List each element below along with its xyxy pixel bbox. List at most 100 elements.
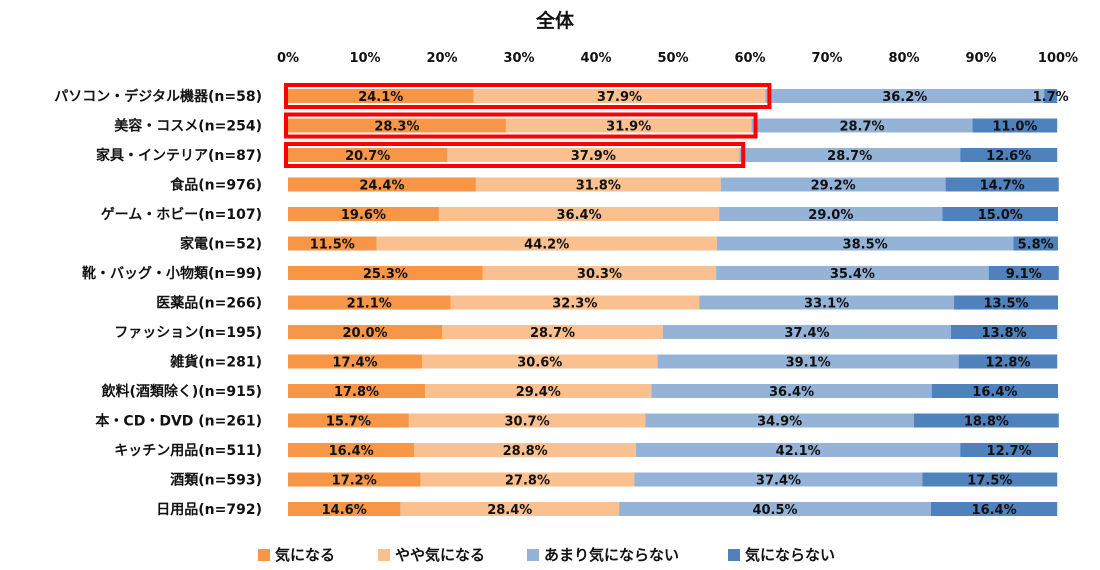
data-label: 12.6% [986,149,1031,164]
bar-segment [288,354,422,369]
bar-segment [288,384,426,398]
data-label: 30.3% [577,267,622,282]
category-label: 家具・インテリア(n=87) [96,147,262,164]
data-label: 36.4% [557,208,602,223]
data-label: 35.4% [830,267,875,282]
bar-segment [482,266,717,280]
data-label: 19.6% [341,208,386,223]
data-label: 16.4% [329,444,374,459]
bar-segment [954,295,1058,310]
bar-segment [288,295,451,310]
bar-segment [505,118,752,133]
x-tick-label: 20% [426,51,457,66]
data-label: 28.7% [827,149,872,164]
bar-segment [288,177,476,192]
data-label: 15.0% [978,208,1023,223]
bar-segment [972,118,1058,133]
data-label: 24.4% [359,179,404,194]
data-label: 9.1% [1006,267,1042,282]
data-label: 13.5% [983,297,1028,312]
data-label: 37.9% [597,90,642,105]
bar-segment [1013,236,1058,251]
bar-segment [288,266,483,280]
bar-segment [414,443,637,457]
bar-segment [288,236,377,251]
legend-swatch [728,549,740,561]
bar-segment [645,413,915,428]
category-labels: パソコン・デジタル機器(n=58) 美容・コスメ(n=254) 家具・インテリア(n… [54,88,262,518]
data-label: 44.2% [524,238,569,253]
bar-segment [960,148,1058,162]
data-label: 24.1% [358,90,403,105]
bar-segment [719,207,943,221]
highlight-box [284,83,772,109]
bar-segment [716,236,1014,251]
category-label: キッチン用品(n=511) [114,443,262,459]
data-label: 14.6% [322,503,367,518]
data-label: 12.7% [987,444,1032,459]
bar-segment [619,502,931,516]
data-label: 20.7% [345,149,390,164]
bar-segment [447,148,740,162]
bar-segment [930,502,1058,516]
bar-segment [960,443,1058,457]
data-label: 39.1% [786,356,831,371]
bar-segment [988,266,1059,280]
category-label: ファッション(n=195) [114,325,262,341]
chart-title: 全体 [535,9,575,32]
data-label: 17.5% [967,474,1012,489]
x-tick-label: 40% [580,51,611,66]
legend-swatch [378,549,390,561]
data-label: 13.8% [982,326,1027,341]
data-label: 20.0% [342,326,387,341]
bar-segment [288,207,439,221]
category-label: 美容・コスメ(n=254) [114,118,262,135]
bar-segment [765,89,1045,103]
x-tick-label: 70% [811,51,842,66]
data-label: 28.4% [487,503,532,518]
legend-entry: 気になる [275,546,335,564]
bar-segment [288,148,448,162]
legend-swatch [527,549,539,561]
data-label: 15.7% [326,415,371,430]
data-label: 21.1% [347,297,392,312]
highlight-boxes [284,83,772,168]
bar-segment [288,472,421,487]
bar-segment [473,89,766,103]
bar-segment [421,354,658,369]
bars [288,89,1059,516]
bar-segment [945,177,1059,192]
data-label: 12.8% [985,356,1030,371]
x-tick-label: 80% [888,51,919,66]
legend-entry: あまり気にならない [544,546,679,564]
category-label: 日用品(n=792) [156,502,262,518]
bar-segment [651,384,932,398]
category-label: 酒類(n=593) [170,473,262,489]
data-label: 14.7% [980,179,1025,194]
bar-segment [376,236,717,251]
bar-segment [450,295,700,310]
data-label: 27.8% [505,474,550,489]
category-label: 医薬品(n=266) [156,295,262,312]
legend-swatch [258,549,270,561]
data-label: 11.5% [310,238,355,253]
highlight-box [284,112,758,139]
x-axis-ticks: 0% 10% 20% 30% 40% 50% 60% 70% 80% 90% 100% [277,51,1078,66]
data-labels: 24.1% 37.9% 36.2% 1.7% 28.3% 31.9% 28.7% 11.0% 2… [310,90,1069,518]
bar-segment [288,502,401,516]
data-label: 11.0% [992,120,1037,135]
bar-segment [1044,89,1058,103]
highlight-box [284,142,746,168]
x-tick-label: 50% [657,51,688,66]
data-label: 29.2% [811,179,856,194]
data-label: 28.7% [530,326,575,341]
bar-segment [699,295,955,310]
bar-segment [438,207,720,221]
bar-segment [950,325,1058,339]
data-label: 28.8% [503,444,548,459]
bar-segment [751,118,973,133]
bar-segment [931,384,1058,398]
data-label: 17.2% [332,474,377,489]
x-tick-label: 0% [277,51,299,66]
